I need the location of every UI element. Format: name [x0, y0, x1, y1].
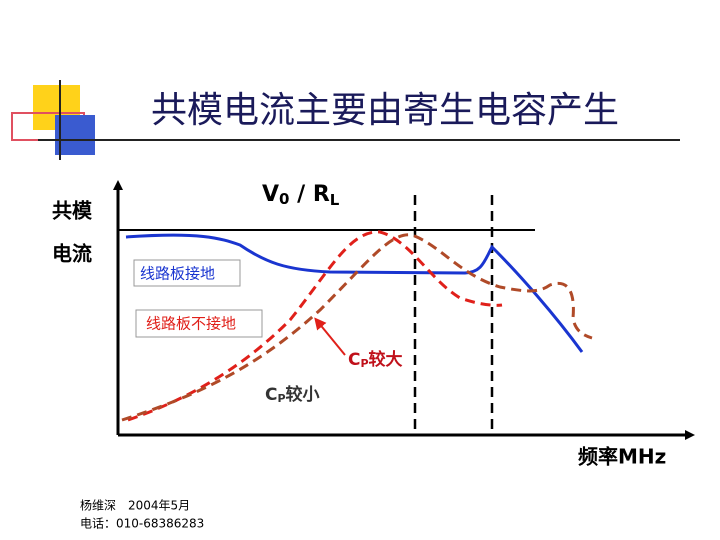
cp-large-label: CP较大 [348, 349, 403, 370]
title: 共模电流主要由寄生电容产生 [151, 90, 619, 131]
ref-sub: L [330, 191, 340, 209]
cp-small-curve [121, 233, 593, 422]
grounded-curve [125, 233, 584, 353]
cp-sub: P [360, 357, 368, 370]
cp-c: C [348, 350, 360, 370]
arrow [314, 317, 346, 356]
y-label: 电流 [52, 242, 92, 266]
cp-c: C [265, 385, 277, 405]
deco-square [55, 115, 95, 155]
cp-sub: P [277, 392, 285, 405]
label-box [135, 309, 263, 338]
y-label: 共模 [52, 199, 93, 223]
label-box [133, 259, 241, 287]
cp-large-curve [127, 230, 503, 422]
x-label: 频率MHz [578, 445, 666, 469]
cp-rest: 较大 [369, 349, 403, 370]
footer: 杨维深 2004年5月 [80, 498, 190, 513]
ref-mid: / R [289, 182, 329, 207]
ref-v: V [262, 182, 279, 207]
grounded-label: 线路板接地 [140, 265, 215, 283]
reference-label: V0 / RL [262, 182, 340, 209]
cp-rest: 较小 [286, 384, 320, 405]
ungrounded-label: 线路板不接地 [146, 315, 236, 333]
ref-sub: 0 [279, 190, 289, 208]
footer: 电话：010-68386283 [80, 517, 204, 531]
cp-small-label: CP较小 [265, 384, 320, 405]
